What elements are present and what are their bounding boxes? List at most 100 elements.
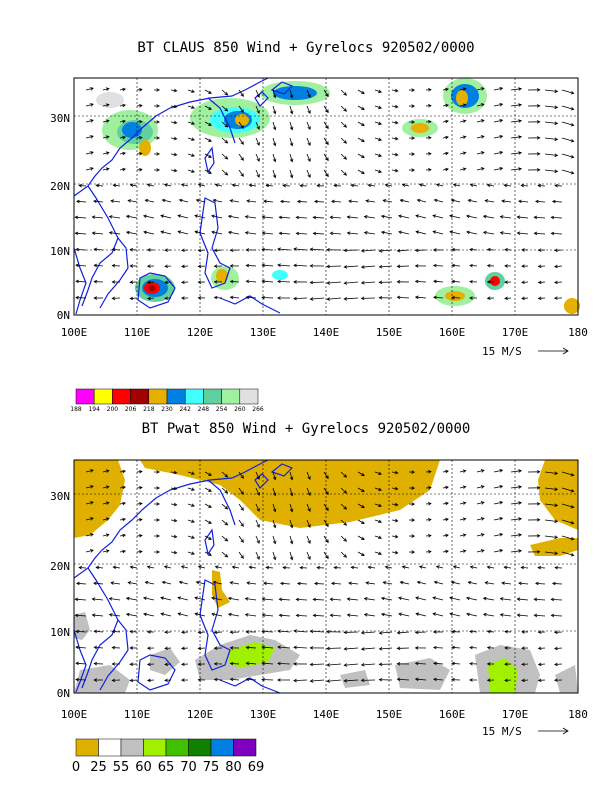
- wind-vector: [363, 597, 376, 601]
- wind-vector: [323, 503, 329, 512]
- wind-vector: [102, 87, 110, 91]
- wind-vector: [102, 135, 110, 139]
- panel1-lon-140e: 140E: [313, 326, 340, 339]
- wind-vector: [204, 121, 212, 126]
- wind-vector: [309, 264, 325, 268]
- wind-vector: [110, 199, 121, 203]
- wind-vector: [544, 535, 559, 539]
- wind-vector: [527, 518, 541, 522]
- wind-vector: [451, 677, 461, 682]
- wind-vector: [306, 471, 311, 481]
- wind-vector: [442, 103, 449, 108]
- wind-vector: [163, 565, 172, 569]
- wind-vector: [323, 551, 329, 560]
- wind-vector: [561, 137, 575, 143]
- wind-vector: [170, 502, 178, 507]
- colorbar-tick-label: 25: [90, 760, 107, 775]
- wind-vector: [510, 103, 523, 107]
- wind-vector: [521, 678, 529, 683]
- wind-vector: [367, 183, 376, 188]
- colorbar-tick-label: 80: [225, 760, 242, 775]
- wind-vector: [136, 501, 143, 506]
- wind-vector: [221, 169, 229, 176]
- wind-vector: [340, 121, 347, 128]
- wind-vector: [469, 629, 478, 634]
- wind-vector: [238, 519, 244, 527]
- wind-vector: [194, 596, 206, 601]
- wind-vector: [527, 486, 541, 490]
- wind-vector: [238, 487, 244, 495]
- wind-vector: [374, 105, 382, 110]
- wind-vector: [272, 535, 277, 545]
- wind-vector: [272, 105, 277, 115]
- wind-vector: [391, 534, 399, 539]
- wind-vector: [93, 645, 104, 650]
- colorbar-box: [188, 738, 212, 757]
- wind-vector: [127, 581, 138, 585]
- wind-vector: [91, 597, 104, 601]
- wind-vector: [486, 629, 495, 634]
- wind-vector: [127, 199, 138, 203]
- wind-vector: [476, 469, 485, 473]
- wind-vector: [85, 549, 94, 553]
- wind-vector: [170, 486, 178, 491]
- wind-vector: [229, 677, 240, 682]
- wind-vector: [211, 214, 223, 219]
- wind-vector: [85, 533, 94, 537]
- wind-vector: [554, 280, 563, 285]
- wind-vector: [293, 296, 308, 301]
- wind-vector: [164, 630, 172, 634]
- panel2-lon-170e: 170E: [502, 708, 529, 721]
- wind-vector: [289, 519, 294, 529]
- wind-vector: [309, 646, 325, 650]
- wind-vector: [378, 646, 393, 651]
- wind-vector: [278, 231, 291, 236]
- wind-vector: [323, 153, 329, 162]
- wind-vector: [561, 471, 575, 477]
- wind-vector: [95, 183, 104, 188]
- wind-vector: [408, 120, 416, 124]
- wind-vector: [293, 678, 308, 683]
- wind-vector: [211, 612, 223, 617]
- wind-vector: [357, 137, 365, 143]
- wind-vector: [442, 151, 449, 156]
- wind-vector: [323, 121, 329, 130]
- wind-vector: [204, 169, 212, 174]
- wind-vector: [309, 629, 325, 634]
- wind-vector: [85, 167, 94, 171]
- wind-vector: [432, 230, 444, 235]
- wind-vector: [293, 645, 308, 650]
- wind-vector: [255, 535, 260, 544]
- wind-vector: [102, 151, 110, 155]
- wind-vector: [221, 105, 229, 112]
- wind-vector: [561, 153, 575, 159]
- wind-vector: [293, 662, 308, 666]
- wind-vector: [119, 533, 126, 538]
- wind-vector: [227, 214, 240, 219]
- panel2-colorbar: 0 25 55 60 65 70 75 80 69: [72, 738, 264, 775]
- panel1-colorbar: 188 194 200 206 218 230 242 248 254 260 266: [70, 388, 264, 413]
- wind-vector: [380, 596, 393, 601]
- wind-vector: [261, 295, 274, 300]
- wind-vector: [221, 137, 229, 144]
- wind-vector: [214, 565, 223, 569]
- wind-vector: [466, 230, 478, 235]
- wind-vector: [416, 580, 427, 585]
- wind-vector: [312, 231, 325, 236]
- wind-vector: [74, 231, 87, 236]
- wind-vector: [493, 86, 504, 91]
- wind-vector: [408, 534, 416, 538]
- wind-vector: [194, 612, 206, 617]
- wind-vector: [476, 135, 485, 139]
- wind-vector: [544, 105, 559, 109]
- wind-vector: [499, 231, 512, 235]
- wind-vector: [111, 662, 121, 666]
- wind-vector: [181, 678, 189, 682]
- wind-vector: [119, 167, 126, 172]
- panel2-colorbar-boxes: [75, 738, 257, 757]
- wind-vector: [136, 549, 143, 554]
- wind-vector: [544, 519, 559, 523]
- wind-vector: [499, 597, 512, 601]
- wind-vector: [277, 661, 291, 666]
- wind-vector: [95, 565, 104, 570]
